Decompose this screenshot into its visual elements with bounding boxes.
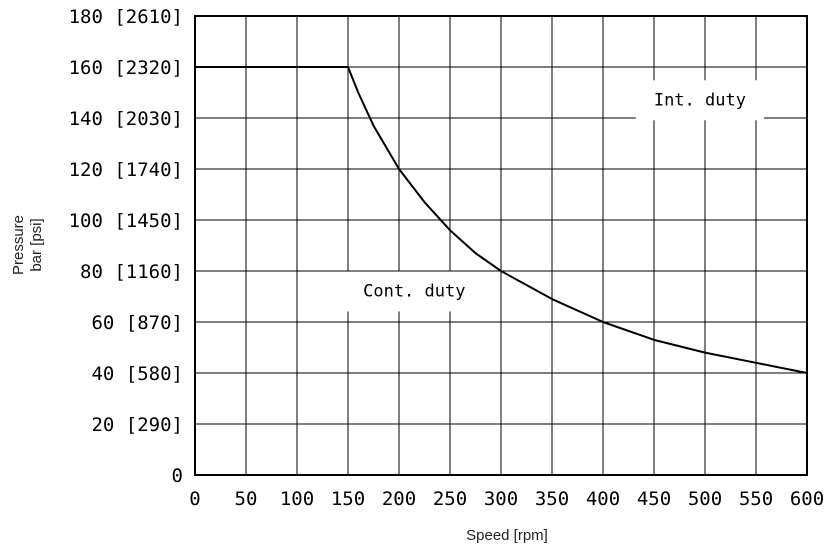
region-label-background — [635, 80, 764, 121]
y-tick-label: 80 [1160] — [80, 261, 183, 283]
x-tick-label: 450 — [637, 488, 671, 510]
y-tick-label: 180 [2610] — [69, 6, 183, 28]
y-tick-label: 100 [1450] — [69, 210, 183, 232]
x-tick-label: 50 — [235, 488, 258, 510]
y-axis-title-line1: Pressure — [10, 215, 27, 275]
region-label: Cont. duty — [363, 282, 465, 302]
y-tick-label: 60 [870] — [91, 312, 183, 334]
region-label-background — [345, 271, 484, 312]
x-axis-title: Speed [rpm] — [466, 527, 548, 544]
y-tick-label: 140 [2030] — [69, 108, 183, 130]
y-tick-label: 160 [2320] — [69, 57, 183, 79]
x-tick-label: 550 — [739, 488, 773, 510]
annotations: Int. duty Cont. duty — [345, 80, 764, 312]
series-lines — [195, 66, 808, 374]
region-label: Int. duty — [654, 90, 746, 110]
y-tick-label: 40 [580] — [91, 363, 183, 385]
x-tick-label: 500 — [688, 488, 722, 510]
x-tick-labels: 0 50 100 150 200 250 300 350 400 450 500 550 600 — [189, 488, 824, 510]
x-tick-label: 150 — [331, 488, 365, 510]
y-tick-label: 0 — [172, 465, 183, 487]
x-tick-label: 0 — [189, 488, 200, 510]
y-tick-label: 120 [1740] — [69, 159, 183, 181]
plot-frame — [194, 15, 808, 476]
x-tick-label: 600 — [790, 488, 824, 510]
y-axis-title-line2: bar [psi] — [28, 218, 45, 271]
x-tick-label: 100 — [280, 488, 314, 510]
x-tick-label: 250 — [433, 488, 467, 510]
x-tick-label: 200 — [382, 488, 416, 510]
y-tick-labels: 0 20 [290] 40 [580] 60 [870] 80 [1160] 100 [1… — [69, 6, 183, 487]
x-tick-label: 350 — [535, 488, 569, 510]
series-line — [195, 66, 808, 374]
y-tick-label: 20 [290] — [91, 414, 183, 436]
x-tick-label: 400 — [586, 488, 620, 510]
x-tick-label: 300 — [484, 488, 518, 510]
